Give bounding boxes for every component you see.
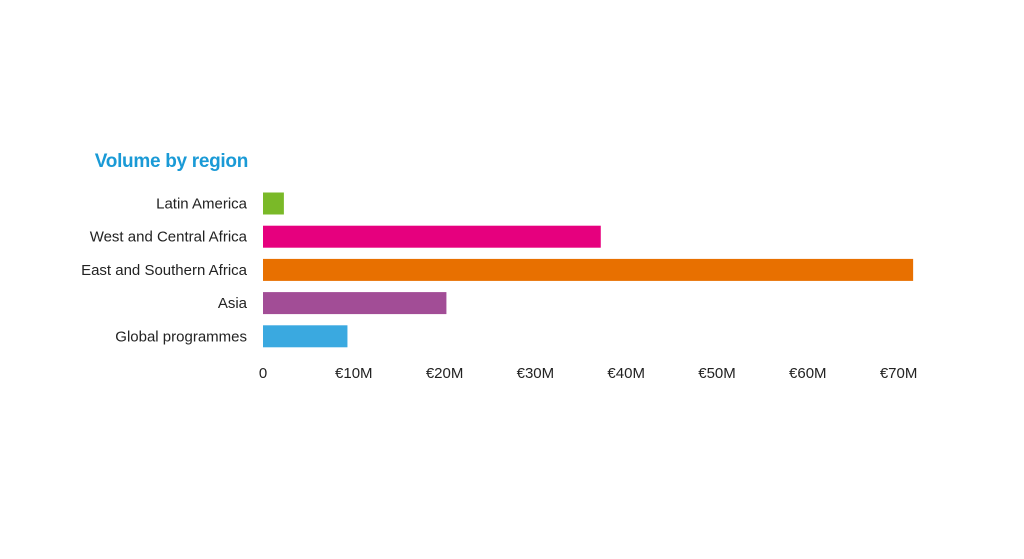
bar [263, 258, 914, 281]
chart-title: Volume by region [94, 151, 249, 172]
x-tick-label: €50M [698, 365, 736, 382]
category-label: Asia [218, 295, 248, 312]
x-tick-label: €30M [517, 365, 555, 382]
x-tick-label: €40M [607, 365, 645, 382]
category-label: Global programmes [115, 328, 247, 345]
x-tick-label: €20M [426, 365, 464, 382]
category-label: Latin America [156, 196, 248, 213]
category-label: East and Southern Africa [81, 262, 248, 279]
bar [263, 192, 284, 215]
x-tick-label: 0 [259, 365, 267, 382]
bar [263, 292, 447, 315]
category-label: West and Central Africa [90, 229, 248, 246]
x-tick-label: €10M [335, 365, 373, 382]
bar [263, 325, 348, 348]
x-tick-label: €70M [880, 365, 918, 382]
x-tick-label: €60M [789, 365, 827, 382]
bar [263, 225, 601, 248]
